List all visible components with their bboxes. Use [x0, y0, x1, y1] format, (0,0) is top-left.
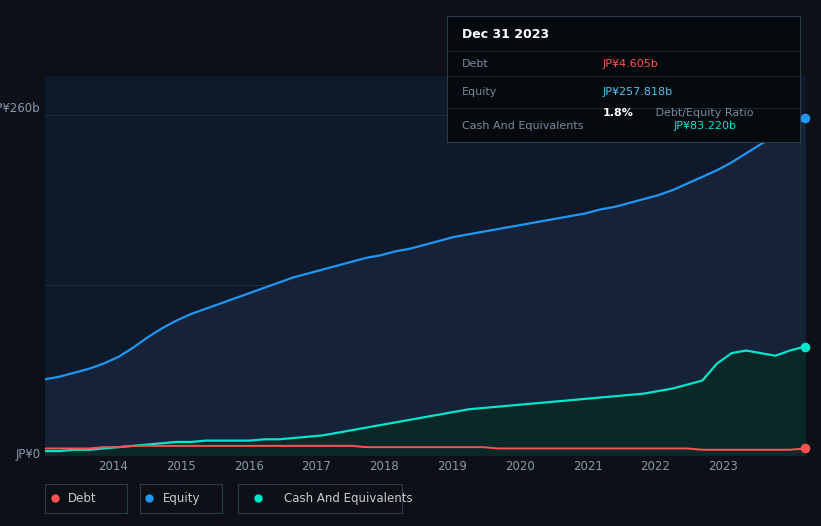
Text: JP¥257.818b: JP¥257.818b	[603, 86, 673, 97]
Text: Equity: Equity	[163, 492, 200, 505]
Text: Cash And Equivalents: Cash And Equivalents	[284, 492, 413, 505]
Text: Dec 31 2023: Dec 31 2023	[461, 28, 548, 42]
Text: Debt: Debt	[68, 492, 97, 505]
Text: Cash And Equivalents: Cash And Equivalents	[461, 120, 583, 130]
Text: 1.8%: 1.8%	[603, 108, 634, 118]
Point	[798, 444, 811, 453]
Text: JP¥4.605b: JP¥4.605b	[603, 59, 658, 69]
Text: Equity: Equity	[461, 86, 497, 97]
Text: JP¥83.220b: JP¥83.220b	[673, 120, 736, 130]
Text: Debt/Equity Ratio: Debt/Equity Ratio	[652, 108, 754, 118]
Point	[798, 114, 811, 122]
Point	[798, 342, 811, 351]
Text: Debt: Debt	[461, 59, 488, 69]
